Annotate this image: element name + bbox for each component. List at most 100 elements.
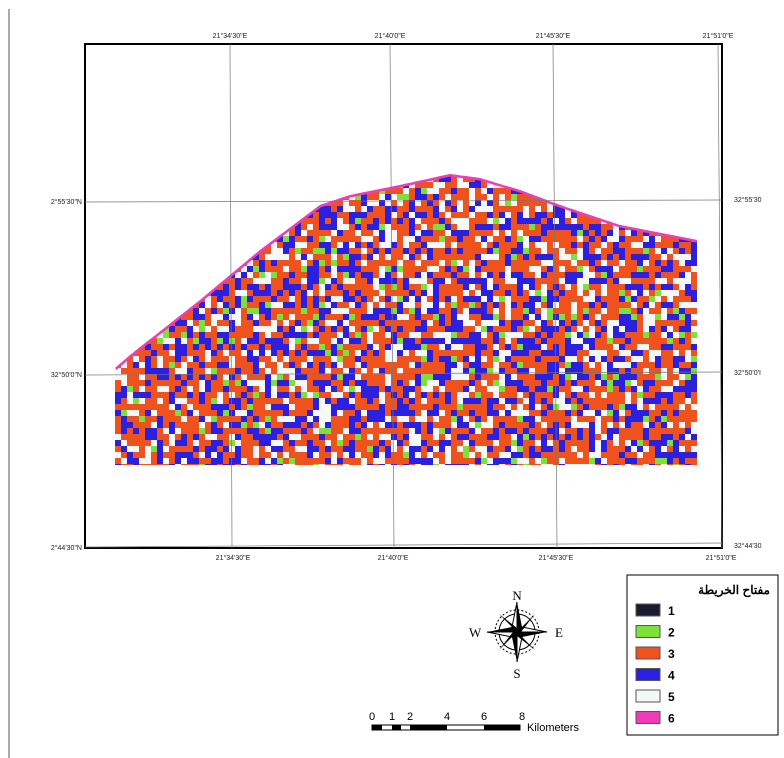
raster-cell — [571, 368, 577, 374]
raster-cell — [367, 446, 373, 452]
raster-cell — [451, 404, 457, 410]
raster-cell — [517, 206, 523, 212]
raster-cell — [673, 212, 679, 218]
raster-cell — [259, 416, 265, 422]
raster-cell — [181, 224, 187, 230]
raster-cell — [577, 218, 583, 224]
raster-cell — [175, 350, 181, 356]
raster-cell — [271, 218, 277, 224]
raster-cell — [685, 452, 691, 458]
raster-cell — [619, 254, 625, 260]
raster-cell — [265, 464, 271, 470]
raster-cell — [475, 236, 481, 242]
raster-cell — [217, 464, 223, 470]
raster-cell — [523, 452, 529, 458]
raster-cell — [433, 260, 439, 266]
raster-cell — [547, 398, 553, 404]
raster-cell — [565, 452, 571, 458]
raster-cell — [559, 440, 565, 446]
raster-cell — [193, 308, 199, 314]
raster-cell — [445, 266, 451, 272]
raster-cell — [379, 326, 385, 332]
raster-cell — [379, 362, 385, 368]
raster-cell — [211, 428, 217, 434]
raster-cell — [643, 302, 649, 308]
raster-cell — [349, 188, 355, 194]
raster-cell — [205, 398, 211, 404]
raster-cell — [631, 350, 637, 356]
raster-cell — [415, 260, 421, 266]
raster-cell — [205, 314, 211, 320]
raster-cell — [265, 398, 271, 404]
raster-cell — [271, 428, 277, 434]
raster-cell — [691, 446, 697, 452]
raster-cell — [265, 212, 271, 218]
raster-cell — [313, 434, 319, 440]
raster-cell — [589, 464, 595, 470]
raster-cell — [595, 188, 601, 194]
raster-cell — [421, 380, 427, 386]
raster-cell — [307, 452, 313, 458]
raster-cell — [601, 422, 607, 428]
raster-cell — [535, 320, 541, 326]
raster-cell — [343, 218, 349, 224]
raster-cell — [601, 332, 607, 338]
raster-cell — [415, 446, 421, 452]
raster-cell — [115, 176, 121, 182]
raster-cell — [367, 410, 373, 416]
raster-cell — [625, 266, 631, 272]
raster-cell — [121, 410, 127, 416]
raster-cell — [361, 236, 367, 242]
raster-cell — [241, 428, 247, 434]
raster-cell — [169, 188, 175, 194]
raster-cell — [655, 452, 661, 458]
raster-cell — [691, 458, 697, 464]
raster-cell — [421, 212, 427, 218]
raster-cell — [391, 218, 397, 224]
raster-cell — [139, 416, 145, 422]
raster-cell — [691, 326, 697, 332]
raster-cell — [307, 332, 313, 338]
raster-cell — [469, 374, 475, 380]
raster-cell — [697, 194, 703, 200]
raster-cell — [607, 356, 613, 362]
raster-cell — [127, 236, 133, 242]
raster-cell — [121, 404, 127, 410]
raster-cell — [691, 320, 697, 326]
raster-cell — [127, 320, 133, 326]
raster-cell — [289, 242, 295, 248]
raster-cell — [625, 206, 631, 212]
raster-cell — [217, 458, 223, 464]
raster-cell — [253, 404, 259, 410]
raster-cell — [649, 434, 655, 440]
raster-cell — [391, 416, 397, 422]
raster-cell — [655, 356, 661, 362]
raster-cell — [349, 428, 355, 434]
raster-cell — [547, 332, 553, 338]
raster-cell — [667, 392, 673, 398]
raster-cell — [175, 386, 181, 392]
raster-cell — [421, 290, 427, 296]
raster-cell — [463, 440, 469, 446]
raster-cell — [133, 356, 139, 362]
raster-cell — [457, 320, 463, 326]
raster-cell — [511, 440, 517, 446]
raster-cell — [265, 392, 271, 398]
raster-cell — [505, 398, 511, 404]
raster-cell — [589, 260, 595, 266]
raster-cell — [673, 446, 679, 452]
raster-cell — [625, 170, 631, 176]
raster-cell — [121, 200, 127, 206]
raster-cell — [277, 458, 283, 464]
raster-cell — [133, 236, 139, 242]
raster-cell — [445, 428, 451, 434]
raster-cell — [313, 242, 319, 248]
raster-cell — [355, 428, 361, 434]
raster-cell — [235, 308, 241, 314]
raster-cell — [235, 326, 241, 332]
raster-cell — [457, 326, 463, 332]
raster-cell — [685, 212, 691, 218]
raster-cell — [139, 356, 145, 362]
raster-cell — [565, 374, 571, 380]
raster-cell — [115, 200, 121, 206]
